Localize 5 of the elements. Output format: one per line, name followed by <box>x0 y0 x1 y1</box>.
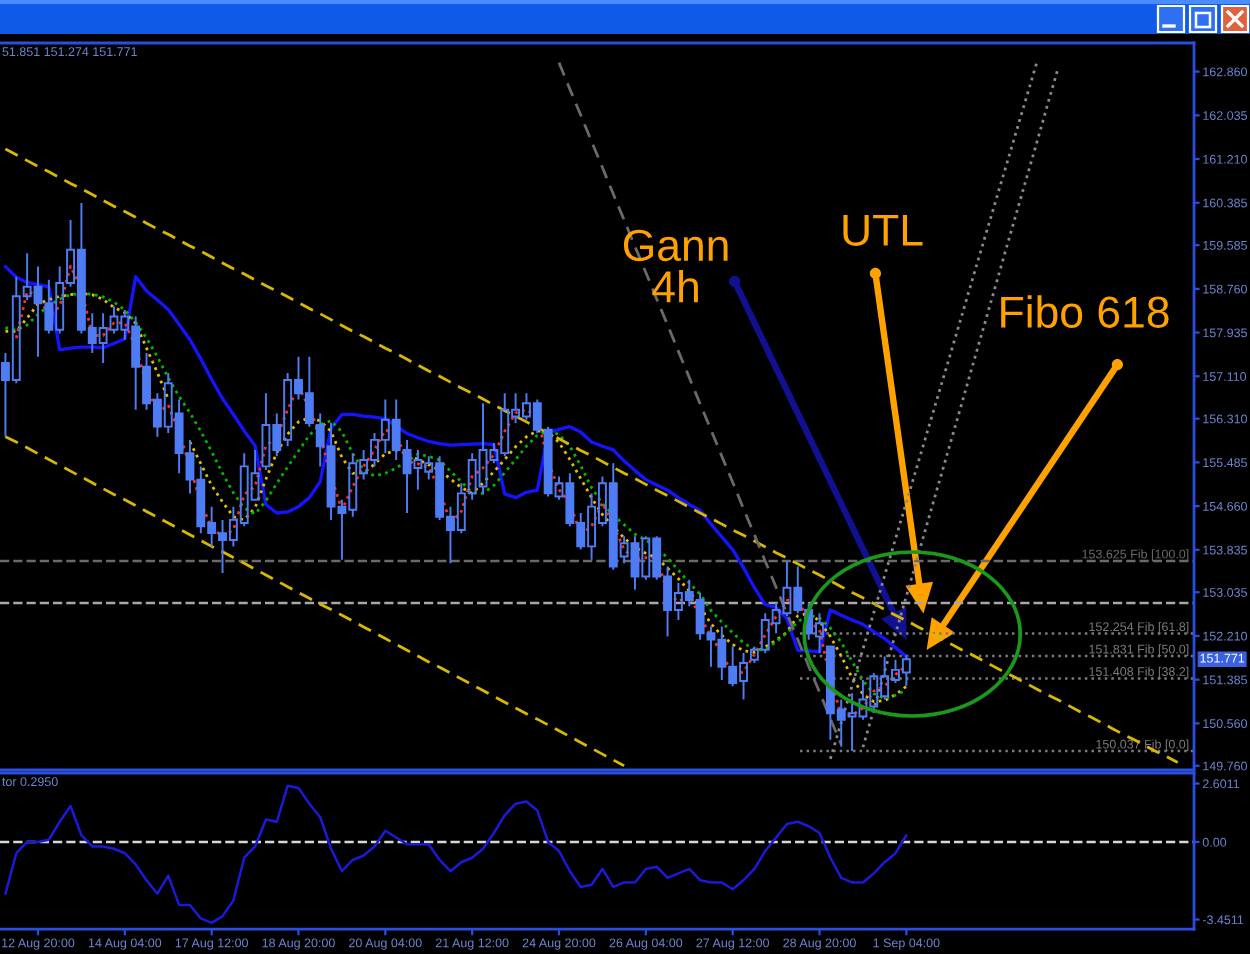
annotation: Fibo 618 <box>1001 295 1169 328</box>
line-series <box>4 784 908 925</box>
annotation: UTL <box>843 214 923 246</box>
annotation: Gann 4h <box>623 229 728 303</box>
line-series <box>4 435 626 768</box>
